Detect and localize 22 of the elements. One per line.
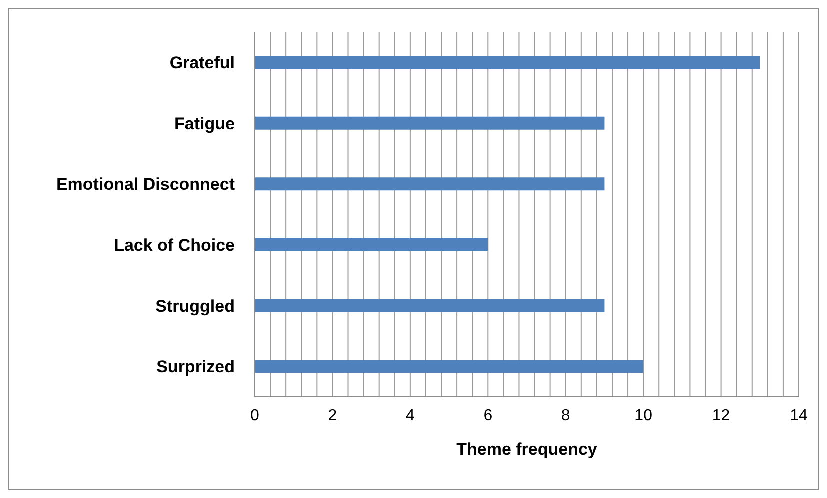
y-tick-label: Fatigue xyxy=(174,114,235,134)
bar xyxy=(255,56,760,69)
x-tick-label: 10 xyxy=(634,407,653,424)
y-tick-label: Grateful xyxy=(170,53,235,72)
x-tick-label: 12 xyxy=(712,407,730,424)
x-tick-label: 4 xyxy=(406,407,415,424)
bar xyxy=(255,178,605,191)
y-tick-label: Emotional Disconnect xyxy=(56,175,236,194)
x-tick-label: 14 xyxy=(790,407,808,424)
bar xyxy=(255,238,488,252)
bar xyxy=(255,116,605,130)
x-tick-label: 6 xyxy=(484,407,493,424)
x-tick-label: 2 xyxy=(328,407,338,424)
x-axis-title: Theme frequency xyxy=(456,440,598,459)
bar xyxy=(255,360,644,374)
chart-frame: 0 2 4 6 8 10 12 14 Theme frequency Grateful Fatigue Emotional Disconnect Lack of Choice Struggled Surprized xyxy=(8,8,819,490)
y-tick-label: Struggled xyxy=(156,296,235,316)
x-tick-label: 8 xyxy=(561,407,570,424)
y-tick-label: Lack of Choice xyxy=(114,236,235,255)
x-tick-label: 0 xyxy=(250,407,260,424)
bar xyxy=(255,299,605,312)
y-tick-label: Surprized xyxy=(156,358,235,377)
